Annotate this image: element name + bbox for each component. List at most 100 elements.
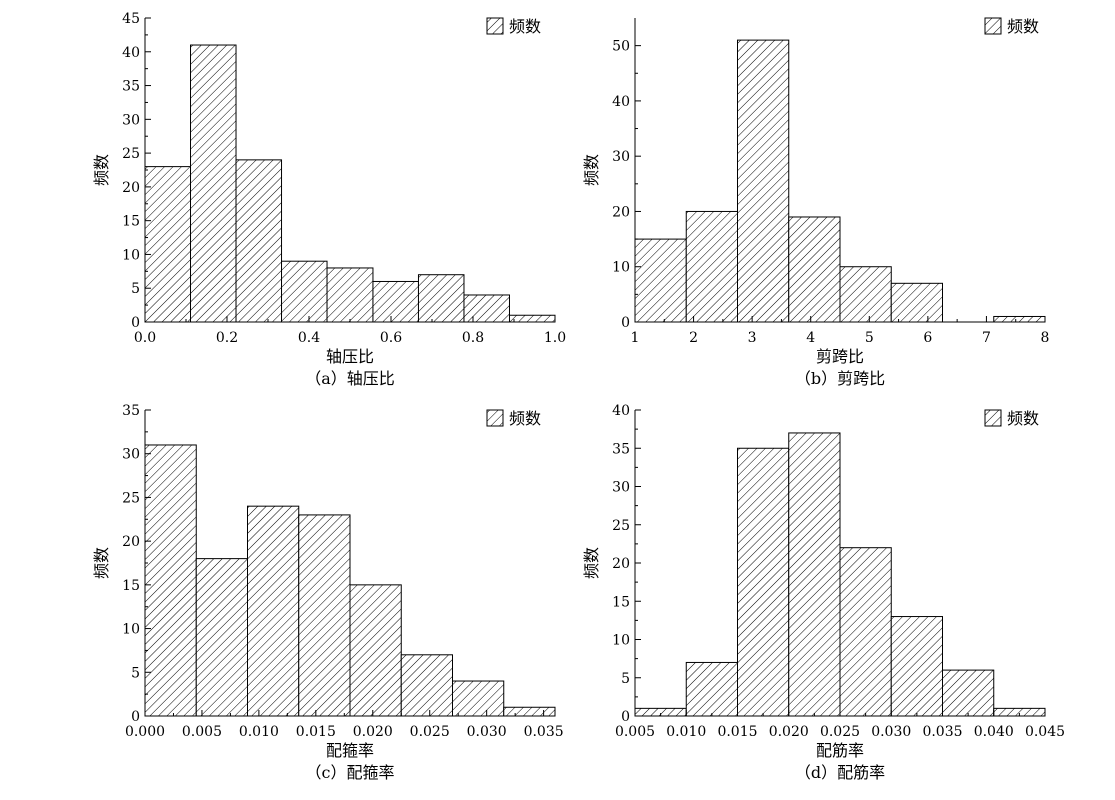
histogram-bar	[247, 505, 300, 717]
y-axis-label: 频数	[582, 547, 601, 579]
y-tick-label: 35	[122, 403, 140, 419]
y-tick-label: 15	[612, 594, 630, 610]
panel-a: 0 5 10 15 20 25 30 35 40 45 0.0 0.2 0.4 0.6 0.8 1.0 频数轴压…	[92, 11, 566, 388]
x-tick-label: 0.035	[524, 724, 564, 740]
x-tick-label: 0.000	[125, 724, 165, 740]
x-tick-label: 0.015	[296, 724, 336, 740]
histogram-bar	[685, 210, 738, 323]
histogram-bar	[195, 558, 248, 717]
x-tick-label: 0.030	[871, 724, 911, 740]
x-axis-label: 配箍率	[326, 741, 374, 760]
x-tick-label: 3	[748, 330, 757, 346]
y-tick-label: 40	[612, 94, 630, 110]
histogram-bar	[993, 315, 1046, 323]
y-tick-label: 15	[122, 578, 140, 594]
histogram-bar	[839, 266, 892, 323]
histogram-bar	[400, 654, 453, 717]
panel-caption: （d）配筋率	[795, 763, 885, 782]
legend-swatch	[486, 409, 504, 427]
panel-caption: （a）轴压比	[305, 369, 395, 388]
panel-caption: （b）剪跨比	[795, 369, 885, 388]
panel-d: 0 5 10 15 20 25 30 35 40 0.005 0.010 0.015 0.020 0.02…	[582, 403, 1065, 782]
legend-swatch	[984, 409, 1002, 427]
histogram-bar	[737, 447, 790, 717]
histogram-bar	[349, 584, 402, 717]
y-tick-label: 40	[122, 45, 140, 61]
y-tick-label: 40	[612, 403, 630, 419]
x-tick-label: 0.010	[666, 724, 706, 740]
legend-label: 频数	[509, 409, 541, 428]
y-axis-label: 频数	[582, 154, 601, 186]
y-tick-label: 0	[621, 315, 630, 331]
y-axis-label: 频数	[92, 547, 111, 579]
histogram-bar	[144, 444, 197, 717]
histogram-bar	[685, 661, 738, 717]
legend-swatch	[486, 17, 504, 35]
x-tick-label: 0.025	[820, 724, 860, 740]
y-tick-label: 5	[131, 281, 140, 297]
y-tick-label: 30	[122, 112, 140, 128]
panel-c: 0 5 10 15 20 25 30 35 0.000 0.005 0.010 0.015 0.020 0…	[92, 403, 564, 782]
y-tick-label: 30	[122, 447, 140, 463]
histogram-bar	[417, 274, 465, 323]
histogram-bar	[372, 280, 419, 323]
histogram-bar	[942, 669, 995, 717]
histogram-bar	[788, 432, 841, 717]
y-tick-label: 0	[131, 315, 140, 331]
y-tick-label: 20	[612, 204, 630, 220]
x-axis-label: 轴压比	[326, 347, 374, 366]
y-tick-label: 50	[612, 39, 630, 55]
x-tick-label: 5	[865, 330, 874, 346]
y-tick-label: 15	[122, 214, 140, 230]
y-tick-label: 20	[122, 534, 140, 550]
histogram-bar	[190, 44, 237, 323]
panel-caption: （c）配箍率	[306, 763, 395, 782]
x-axis-label: 剪跨比	[816, 347, 864, 366]
histogram-bar	[235, 159, 283, 323]
y-tick-label: 45	[122, 11, 140, 27]
histogram-bar	[634, 238, 687, 323]
y-tick-label: 10	[122, 622, 140, 638]
x-tick-label: 0.030	[467, 724, 507, 740]
x-tick-label: 0.035	[922, 724, 962, 740]
x-tick-label: 0.045	[1025, 724, 1065, 740]
y-tick-label: 30	[612, 480, 630, 496]
histogram-bar	[839, 547, 892, 717]
x-tick-label: 0.025	[410, 724, 450, 740]
x-tick-label: 0.0	[134, 330, 156, 346]
legend-label: 频数	[509, 17, 541, 36]
y-tick-label: 10	[612, 260, 630, 276]
x-tick-label: 0.8	[462, 330, 484, 346]
histogram-bar	[503, 706, 556, 717]
x-tick-label: 7	[982, 330, 991, 346]
y-tick-label: 0	[621, 709, 630, 725]
histogram-bar	[463, 294, 510, 323]
x-tick-label: 8	[1041, 330, 1050, 346]
x-tick-label: 0.020	[353, 724, 393, 740]
x-tick-label: 6	[923, 330, 932, 346]
y-tick-label: 5	[621, 671, 630, 687]
x-tick-label: 0.010	[239, 724, 279, 740]
histogram-bar	[144, 166, 192, 323]
histogram-bar	[788, 216, 841, 323]
y-tick-label: 25	[612, 518, 630, 534]
y-tick-label: 30	[612, 149, 630, 165]
y-tick-label: 10	[122, 247, 140, 263]
y-tick-label: 20	[612, 556, 630, 572]
x-tick-label: 1	[631, 330, 640, 346]
x-tick-label: 0.005	[615, 724, 655, 740]
x-tick-label: 4	[806, 330, 815, 346]
x-tick-label: 1.0	[544, 330, 566, 346]
histogram-bar	[298, 514, 351, 717]
y-axis-label: 频数	[92, 154, 111, 186]
x-tick-label: 0.020	[769, 724, 809, 740]
histogram-bar	[326, 267, 374, 323]
x-tick-label: 0.6	[380, 330, 402, 346]
y-tick-label: 20	[122, 180, 140, 196]
histogram-bar	[508, 314, 556, 323]
x-tick-label: 0.040	[974, 724, 1014, 740]
x-tick-label: 0.005	[182, 724, 222, 740]
legend-swatch	[984, 17, 1002, 35]
y-tick-label: 10	[612, 633, 630, 649]
y-tick-label: 5	[131, 665, 140, 681]
